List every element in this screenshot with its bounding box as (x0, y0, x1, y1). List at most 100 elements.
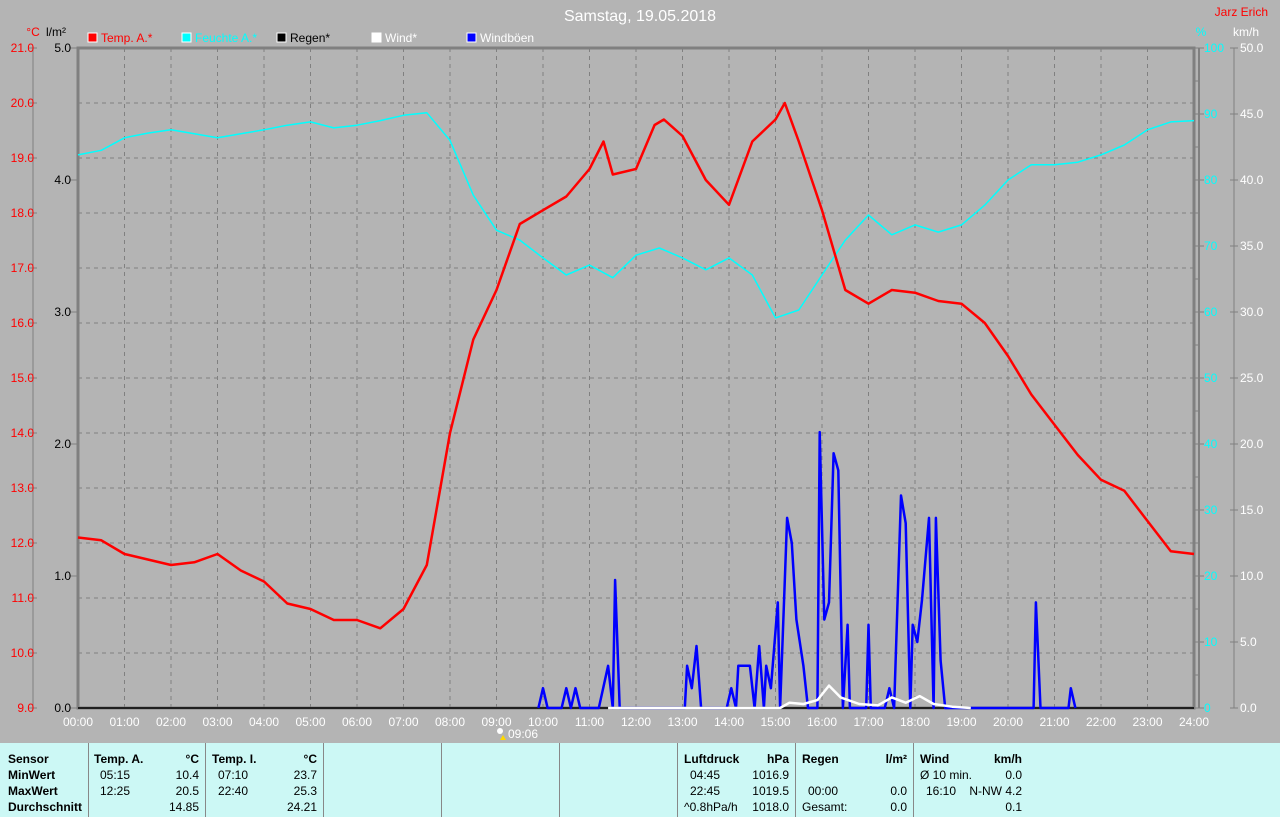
temp-tick-label: 12.0 (11, 536, 35, 550)
rain-axis-unit: l/m² (46, 25, 66, 39)
temp-i-avg: 24.21 (286, 800, 317, 814)
pressure-max: 1019.5 (752, 784, 789, 798)
humidity-tick-label: 0 (1204, 701, 1211, 715)
pressure-unit: hPa (766, 752, 789, 766)
legend-swatch (87, 32, 98, 43)
x-tick-label: 08:00 (435, 715, 465, 729)
temp-tick-label: 21.0 (11, 41, 35, 55)
temp-i-max-time: 22:40 (218, 784, 249, 798)
pressure-header: Luftdruck (684, 752, 740, 766)
temp-a-min-time: 05:15 (100, 768, 131, 782)
temp-i-min: 23.7 (293, 768, 317, 782)
humidity-axis-unit: % (1196, 25, 1207, 39)
wind-tick-label: 10.0 (1240, 569, 1264, 583)
wind-avg-label: Ø 10 min. (920, 768, 973, 782)
temp-tick-label: 9.0 (17, 701, 34, 715)
x-tick-label: 21:00 (1039, 715, 1069, 729)
pressure-max-time: 22:45 (690, 784, 721, 798)
statistics-table: Sensor MinWert MaxWert Durchschnitt Temp… (0, 743, 1280, 817)
x-tick-label: 17:00 (853, 715, 883, 729)
x-tick-label: 13:00 (667, 715, 697, 729)
pressure-trend: ^0.8hPa/h (684, 800, 738, 814)
legend-swatch (181, 32, 192, 43)
wind-tick-label: 0.0 (1240, 701, 1257, 715)
humidity-tick-label: 30 (1204, 503, 1218, 517)
x-tick-label: 23:00 (1132, 715, 1162, 729)
wind-mean: 0.1 (1005, 800, 1022, 814)
humidity-tick-label: 80 (1204, 173, 1218, 187)
temp-tick-label: 19.0 (11, 151, 35, 165)
x-tick-label: 05:00 (295, 715, 325, 729)
x-tick-label: 09:00 (481, 715, 511, 729)
x-tick-label: 02:00 (156, 715, 186, 729)
row-label-max: MaxWert (8, 784, 58, 798)
temp-tick-label: 20.0 (11, 96, 35, 110)
humidity-tick-label: 50 (1204, 371, 1218, 385)
temp-tick-label: 11.0 (12, 591, 35, 605)
sensor-header: Sensor (8, 752, 49, 766)
humidity-tick-label: 100 (1204, 41, 1224, 55)
rain-tick-label: 1.0 (54, 569, 71, 583)
wind-header: Wind (920, 752, 950, 766)
temp-i-min-time: 07:10 (218, 768, 249, 782)
x-tick-label: 01:00 (109, 715, 139, 729)
wind-avg: 0.0 (1005, 768, 1022, 782)
x-tick-label: 07:00 (388, 715, 418, 729)
wind-max-time: 16:10 (926, 784, 957, 798)
wind-axis-unit: km/h (1233, 25, 1259, 39)
x-tick-label: 12:00 (621, 715, 651, 729)
pressure-min-time: 04:45 (690, 768, 721, 782)
wind-tick-label: 30.0 (1240, 305, 1264, 319)
rain-tick-label: 4.0 (54, 173, 71, 187)
rain-header: Regen (802, 752, 839, 766)
legend-item: Regen* (276, 31, 330, 45)
chart-title: Samstag, 19.05.2018 (564, 8, 716, 25)
x-tick-label: 00:00 (63, 715, 93, 729)
legend-item: Wind* (371, 31, 417, 45)
humidity-tick-label: 90 (1204, 107, 1218, 121)
legend-label: Windböen (480, 31, 534, 45)
weather-chart: Samstag, 19.05.2018 Jarz Erich 00:00 01:0… (11, 5, 1268, 741)
temp-tick-label: 17.0 (11, 261, 35, 275)
x-tick-label: 24:00 (1179, 715, 1209, 729)
legend-swatch (466, 32, 477, 43)
legend-label: Temp. A.* (101, 31, 153, 45)
series-line-wind (608, 684, 971, 710)
humidity-tick-label: 60 (1204, 305, 1218, 319)
rain-tick-label: 3.0 (54, 305, 71, 319)
wind-unit: km/h (993, 752, 1022, 766)
rain-tick-label: 2.0 (54, 437, 71, 451)
wind-tick-label: 15.0 (1240, 503, 1264, 517)
temp-tick-label: 14.0 (11, 426, 35, 440)
pressure-min: 1016.9 (752, 768, 789, 782)
humidity-tick-label: 20 (1204, 569, 1218, 583)
temp-a-avg: 14.85 (168, 800, 199, 814)
row-label-avg: Durchschnitt (8, 800, 83, 814)
sunrise-time: 09:06 (508, 727, 538, 741)
legend-label: Feuchte A.* (195, 31, 257, 45)
x-tick-label: 11:00 (575, 715, 604, 729)
rain-max: 0.0 (890, 784, 907, 798)
temp-i-unit: °C (303, 752, 317, 766)
x-tick-label: 04:00 (249, 715, 279, 729)
legend-label: Regen* (290, 31, 330, 45)
temp-tick-label: 13.0 (11, 481, 35, 495)
legend-item: Feuchte A.* (181, 31, 257, 45)
author-label: Jarz Erich (1215, 5, 1268, 19)
wind-tick-label: 5.0 (1240, 635, 1257, 649)
rain-tick-label: 5.0 (54, 41, 71, 55)
legend-label: Wind* (385, 31, 417, 45)
series-line-feuchte-a (77, 111, 1195, 319)
x-tick-label: 20:00 (993, 715, 1023, 729)
legend-swatch (276, 32, 287, 43)
sunrise-arrow-icon (500, 735, 506, 740)
legend-item: Temp. A.* (87, 31, 153, 45)
temp-tick-label: 16.0 (11, 316, 35, 330)
series-line-windböen (537, 430, 1077, 710)
row-label-min: MinWert (8, 768, 56, 782)
temp-axis-unit: °C (26, 25, 40, 39)
humidity-tick-label: 70 (1204, 239, 1218, 253)
temp-tick-label: 15.0 (11, 371, 35, 385)
wind-tick-label: 20.0 (1240, 437, 1264, 451)
series-line-temp-a (77, 101, 1195, 630)
